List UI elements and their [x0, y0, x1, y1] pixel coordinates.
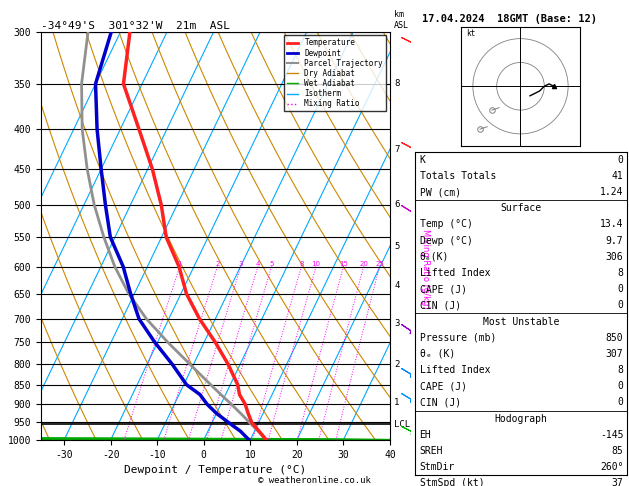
- Text: Pressure (mb): Pressure (mb): [420, 333, 496, 343]
- Text: 0: 0: [618, 284, 623, 294]
- Text: km
ASL: km ASL: [394, 10, 409, 30]
- Text: Temp (°C): Temp (°C): [420, 220, 472, 229]
- Legend: Temperature, Dewpoint, Parcel Trajectory, Dry Adiabat, Wet Adiabat, Isotherm, Mi: Temperature, Dewpoint, Parcel Trajectory…: [284, 35, 386, 111]
- Text: 4: 4: [255, 260, 260, 267]
- Text: 7: 7: [394, 145, 399, 154]
- Text: kt: kt: [465, 29, 475, 38]
- Text: 17.04.2024  18GMT (Base: 12): 17.04.2024 18GMT (Base: 12): [422, 14, 597, 24]
- Text: 41: 41: [611, 171, 623, 181]
- Text: 3: 3: [394, 319, 399, 328]
- Text: Lifted Index: Lifted Index: [420, 268, 490, 278]
- Text: © weatheronline.co.uk: © weatheronline.co.uk: [258, 476, 371, 485]
- Text: 25: 25: [375, 260, 384, 267]
- Text: 0: 0: [618, 300, 623, 311]
- Text: 20: 20: [359, 260, 368, 267]
- Text: 85: 85: [611, 446, 623, 456]
- Text: -145: -145: [600, 430, 623, 440]
- Text: 15: 15: [339, 260, 348, 267]
- Text: 8: 8: [618, 365, 623, 375]
- Text: CAPE (J): CAPE (J): [420, 284, 467, 294]
- Text: 3: 3: [238, 260, 243, 267]
- Y-axis label: hPa: hPa: [0, 226, 2, 246]
- Text: 0: 0: [618, 155, 623, 165]
- Text: 0: 0: [618, 398, 623, 407]
- Text: 260°: 260°: [600, 462, 623, 472]
- Text: Mixing Ratio (g/kg): Mixing Ratio (g/kg): [421, 228, 430, 308]
- Text: 37: 37: [611, 478, 623, 486]
- Text: Dewp (°C): Dewp (°C): [420, 236, 472, 245]
- X-axis label: Dewpoint / Temperature (°C): Dewpoint / Temperature (°C): [125, 465, 306, 475]
- Text: StmSpd (kt): StmSpd (kt): [420, 478, 484, 486]
- Text: 5: 5: [269, 260, 274, 267]
- Text: 8: 8: [394, 79, 399, 88]
- Text: 2: 2: [394, 360, 399, 369]
- Text: StmDir: StmDir: [420, 462, 455, 472]
- Text: -34°49'S  301°32'W  21m  ASL: -34°49'S 301°32'W 21m ASL: [41, 21, 230, 31]
- Text: SREH: SREH: [420, 446, 443, 456]
- Text: CIN (J): CIN (J): [420, 300, 460, 311]
- Text: 1.24: 1.24: [600, 187, 623, 197]
- Text: K: K: [420, 155, 425, 165]
- Text: Lifted Index: Lifted Index: [420, 365, 490, 375]
- Text: 5: 5: [394, 242, 399, 251]
- Text: 1: 1: [177, 260, 182, 267]
- Text: 1: 1: [394, 398, 399, 407]
- Text: 13.4: 13.4: [600, 220, 623, 229]
- Text: 10: 10: [311, 260, 321, 267]
- Text: θₑ (K): θₑ (K): [420, 349, 455, 359]
- Text: EH: EH: [420, 430, 431, 440]
- Text: Totals Totals: Totals Totals: [420, 171, 496, 181]
- Text: 4: 4: [394, 281, 399, 290]
- Text: PW (cm): PW (cm): [420, 187, 460, 197]
- Text: 850: 850: [606, 333, 623, 343]
- Text: 307: 307: [606, 349, 623, 359]
- Text: θₑ(K): θₑ(K): [420, 252, 449, 262]
- Text: Hodograph: Hodograph: [494, 414, 548, 424]
- Text: LCL: LCL: [394, 420, 410, 429]
- Text: Surface: Surface: [501, 203, 542, 213]
- Text: CIN (J): CIN (J): [420, 398, 460, 407]
- Text: CAPE (J): CAPE (J): [420, 382, 467, 391]
- Text: 2: 2: [215, 260, 220, 267]
- Text: 8: 8: [618, 268, 623, 278]
- Text: 306: 306: [606, 252, 623, 262]
- Text: 9.7: 9.7: [606, 236, 623, 245]
- Text: 0: 0: [618, 382, 623, 391]
- Text: 6: 6: [394, 200, 399, 209]
- Text: 8: 8: [299, 260, 304, 267]
- Text: Most Unstable: Most Unstable: [483, 316, 559, 327]
